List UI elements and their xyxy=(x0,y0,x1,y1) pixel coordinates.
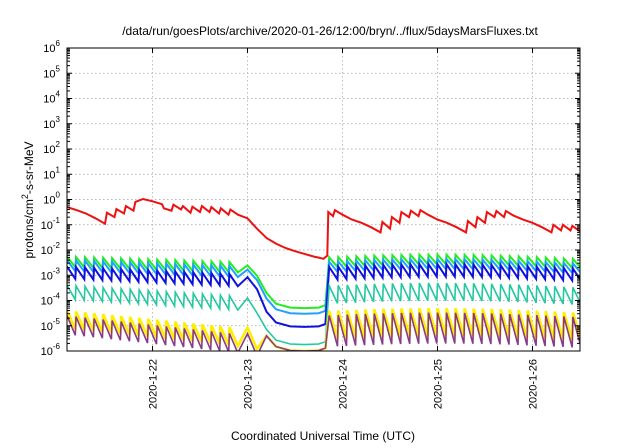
y-tick-base: 10 xyxy=(43,68,55,80)
y-tick-label: 106 xyxy=(43,39,60,55)
x-tick-label: 2020-1-22 xyxy=(148,359,160,409)
x-axis-label: Coordinated Universal Time (UTC) xyxy=(231,429,415,443)
y-tick-base: 10 xyxy=(43,94,55,106)
y-tick-base: 10 xyxy=(41,321,53,333)
flux-series-line-4 xyxy=(67,282,580,346)
y-tick-label: 101 xyxy=(43,165,60,181)
x-tick-label: 2020-1-26 xyxy=(528,359,540,409)
y-tick-label: 103 xyxy=(43,115,60,131)
red-flux-series-line xyxy=(67,197,580,260)
y-tick-label: 100 xyxy=(43,191,60,207)
flux-series-line-3 xyxy=(67,261,580,328)
y-tick-exponent: -4 xyxy=(53,292,61,301)
y-tick-label: 102 xyxy=(43,140,60,156)
x-axis-ticks: 2020-1-22 2020-1-23 2020-1-24 2020-1-25 2020… xyxy=(148,48,540,409)
y-tick-base: 10 xyxy=(41,245,53,257)
flux-series-line-6 xyxy=(67,312,580,351)
y-tick-base: 10 xyxy=(41,296,53,308)
y-tick-exponent: -6 xyxy=(53,342,61,351)
y-tick-base: 10 xyxy=(41,220,53,232)
y-tick-exponent: -3 xyxy=(53,266,61,275)
y-tick-exponent: -1 xyxy=(53,216,61,225)
flux-series-line-5 xyxy=(67,307,580,351)
x-tick-label: 2020-1-24 xyxy=(338,359,350,409)
x-tick-label: 2020-1-23 xyxy=(243,359,255,409)
y-tick-base: 10 xyxy=(41,346,53,358)
y-tick-label: 10-3 xyxy=(41,266,61,282)
chart-title: /data/run/goesPlots/archive/2020-01-26/1… xyxy=(122,24,538,38)
y-tick-label: 105 xyxy=(43,64,60,80)
y-tick-exponent: 5 xyxy=(56,64,61,73)
y-tick-base: 10 xyxy=(41,270,53,282)
y-tick-label: 10-4 xyxy=(41,292,61,308)
y-tick-exponent: 1 xyxy=(56,165,61,174)
y-tick-exponent: 0 xyxy=(56,191,61,200)
y-tick-exponent: 4 xyxy=(56,90,61,99)
y-tick-label: 10-6 xyxy=(41,342,61,358)
y-axis-ticks: 10-610-510-410-310-210-11001011021031041… xyxy=(41,39,580,358)
y-tick-label: 10-2 xyxy=(41,241,61,257)
y-axis-label-part-2: -s-sr-MeV xyxy=(22,141,36,194)
y-tick-label: 10-1 xyxy=(41,216,61,232)
y-tick-exponent: 3 xyxy=(56,115,61,124)
y-tick-base: 10 xyxy=(43,119,55,131)
y-tick-label: 104 xyxy=(43,90,60,106)
y-tick-exponent: -2 xyxy=(53,241,61,250)
y-tick-base: 10 xyxy=(43,195,55,207)
series-group xyxy=(67,197,580,351)
y-tick-exponent: 2 xyxy=(56,140,61,149)
y-tick-label: 10-5 xyxy=(41,317,61,333)
y-tick-base: 10 xyxy=(43,144,55,156)
y-tick-base: 10 xyxy=(43,169,55,181)
y-axis-label-part-1: protons/cm xyxy=(22,199,36,258)
y-axis-label: protons/cm2-s-sr-MeV xyxy=(20,141,36,258)
y-tick-exponent: 6 xyxy=(56,39,61,48)
x-tick-label: 2020-1-25 xyxy=(433,359,445,409)
y-tick-base: 10 xyxy=(43,43,55,55)
y-tick-exponent: -5 xyxy=(53,317,61,326)
y-axis-label-superscript: 2 xyxy=(20,194,30,199)
